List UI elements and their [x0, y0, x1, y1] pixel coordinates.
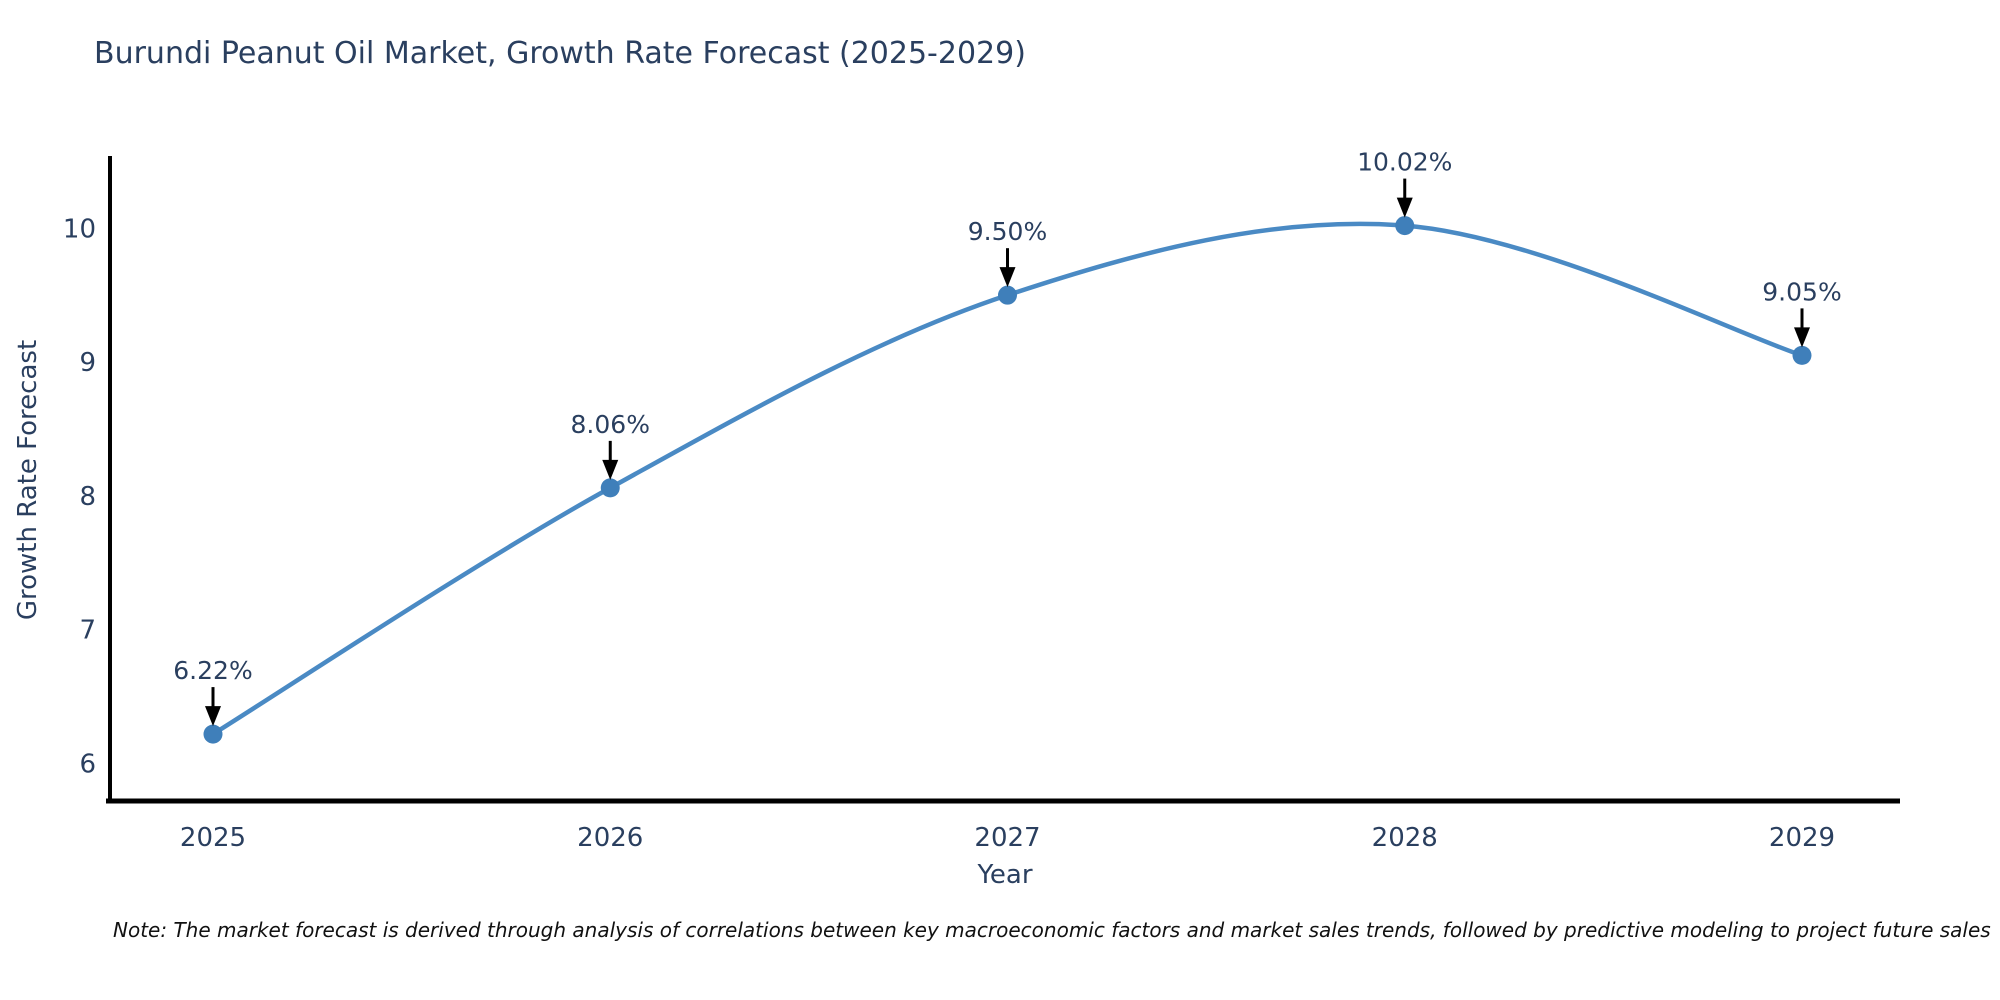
y-tick-label: 6 — [79, 750, 96, 780]
annotation-arrowhead — [1794, 327, 1810, 348]
annotation-arrowhead — [999, 267, 1016, 288]
x-tick-label: 2029 — [1769, 823, 1835, 853]
data-point-marker — [998, 285, 1017, 305]
data-point-marker — [1395, 216, 1415, 236]
y-tick-label: 9 — [79, 348, 96, 378]
point-label: 9.05% — [1762, 277, 1841, 306]
x-tick-label: 2028 — [1372, 823, 1438, 853]
x-tick-label: 2027 — [974, 823, 1040, 853]
y-axis-title: Growth Rate Forecast — [13, 339, 43, 621]
annotation-arrowhead — [602, 459, 619, 480]
point-label: 8.06% — [571, 410, 650, 439]
data-point-marker — [203, 724, 223, 744]
footnote: Note: The market forecast is derived thr… — [113, 918, 1991, 942]
annotation-arrowhead — [205, 706, 221, 727]
x-tick-label: 2026 — [577, 823, 643, 853]
point-label: 9.50% — [968, 217, 1047, 246]
y-tick-label: 10 — [63, 214, 96, 244]
chart-title: Burundi Peanut Oil Market, Growth Rate F… — [94, 36, 1026, 71]
x-axis-title: Year — [977, 860, 1033, 890]
y-tick-label: 7 — [79, 616, 96, 646]
point-label: 6.22% — [173, 656, 252, 685]
annotation-arrowhead — [1396, 197, 1413, 218]
point-label: 10.02% — [1357, 148, 1452, 177]
data-point-marker — [1792, 345, 1812, 365]
x-tick-label: 2025 — [180, 823, 246, 853]
data-point-marker — [600, 478, 620, 498]
y-tick-label: 8 — [79, 482, 96, 512]
